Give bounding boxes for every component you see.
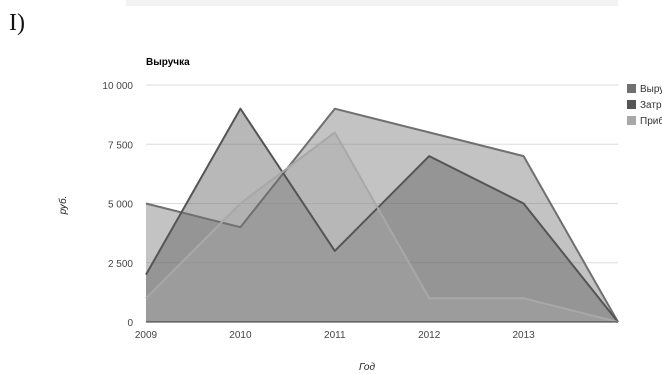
x-tick-label: 2012 (418, 330, 441, 341)
y-tick-label: 2 500 (108, 259, 133, 270)
legend-swatch (627, 100, 636, 109)
x-tick-label: 2009 (135, 330, 158, 341)
top-strip (126, 0, 618, 6)
y-tick-label: 10 000 (102, 81, 133, 92)
x-tick-label: 2011 (324, 330, 346, 341)
series-3-line (145, 131, 619, 323)
series-1-line (145, 107, 619, 323)
x-axis-label: Год (359, 362, 375, 373)
chart-title: Выручка (146, 57, 190, 68)
legend-label: Затраты (640, 100, 662, 111)
y-tick-label: 7 500 (108, 140, 133, 151)
legend-label: Выручка (640, 84, 662, 95)
gridlines (146, 84, 618, 264)
legend-swatch (627, 84, 636, 93)
y-tick-labels: 0 2 500 5 000 7 500 10 000 (102, 81, 133, 329)
x-tick-label: 2013 (512, 330, 535, 341)
legend-swatch (627, 116, 636, 125)
x-tick-label: 2010 (229, 330, 252, 341)
panel-label: I) (9, 10, 25, 36)
series-lines (145, 107, 619, 323)
x-tick-labels: 2009 2010 2011 2012 2013 (135, 330, 535, 341)
legend-label: Прибыль (640, 115, 662, 127)
series-2-line (145, 107, 619, 323)
y-tick-label: 0 (127, 318, 133, 329)
series-3-area (146, 132, 618, 322)
legend: Выручка Затраты Прибыль (627, 84, 662, 127)
y-tick-label: 5 000 (108, 200, 133, 211)
y-axis-label: руб. (57, 196, 69, 216)
